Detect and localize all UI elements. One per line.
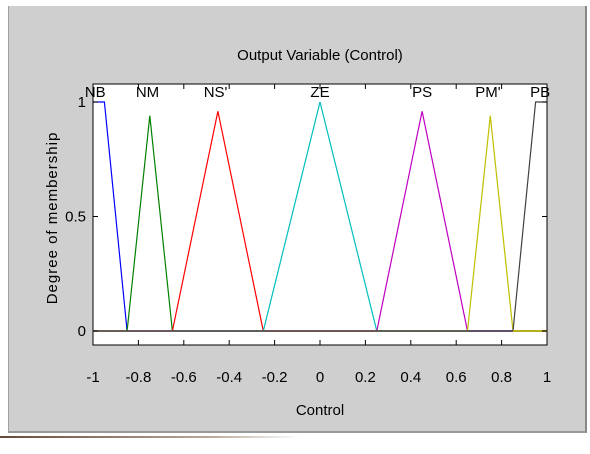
tick-layer: -1 -0.8 -0.6 -0.4 -0.2 0 0.2 0.4 0.6 0.8 1 0 0.5 1 xyxy=(65,84,551,386)
mf-label: ZE xyxy=(310,84,329,101)
x-axis-label: Control xyxy=(296,402,344,419)
mf-label: NB xyxy=(85,84,106,101)
x-tick-label: 0 xyxy=(316,369,324,386)
plot-area xyxy=(92,83,548,346)
mf-label: PS xyxy=(412,84,432,101)
mf-label: NS' xyxy=(204,84,228,101)
chart-title: Output Variable (Control) xyxy=(237,47,403,64)
y-tick-label: 0.5 xyxy=(65,209,86,226)
x-tick-label: 0.4 xyxy=(400,369,421,386)
y-tick-label: 1 xyxy=(78,94,86,111)
x-tick-label: 0.2 xyxy=(355,369,376,386)
bottom-strip xyxy=(0,433,590,454)
series-line-pb xyxy=(93,101,547,332)
window-edge-line xyxy=(0,436,300,438)
mf-label: PM' xyxy=(475,84,501,101)
x-tick-label: -0.4 xyxy=(216,369,242,386)
mf-label: NM xyxy=(136,84,159,101)
mf-label-layer: NB NM NS' ZE PS PM' PB xyxy=(85,84,550,101)
x-tick-label: -0.8 xyxy=(125,369,151,386)
x-tick-label: 0.6 xyxy=(446,369,467,386)
y-tick-label: 0 xyxy=(78,323,86,340)
x-tick-label: -0.6 xyxy=(171,369,197,386)
y-axis-label: Degree of membership xyxy=(44,132,61,305)
x-tick-label: -0.2 xyxy=(262,369,288,386)
series-layer xyxy=(93,101,547,332)
x-tick-label: -1 xyxy=(86,369,99,386)
mf-label: PB xyxy=(530,84,550,101)
x-tick-label: 1 xyxy=(543,369,551,386)
x-tick-label: 0.8 xyxy=(491,369,512,386)
